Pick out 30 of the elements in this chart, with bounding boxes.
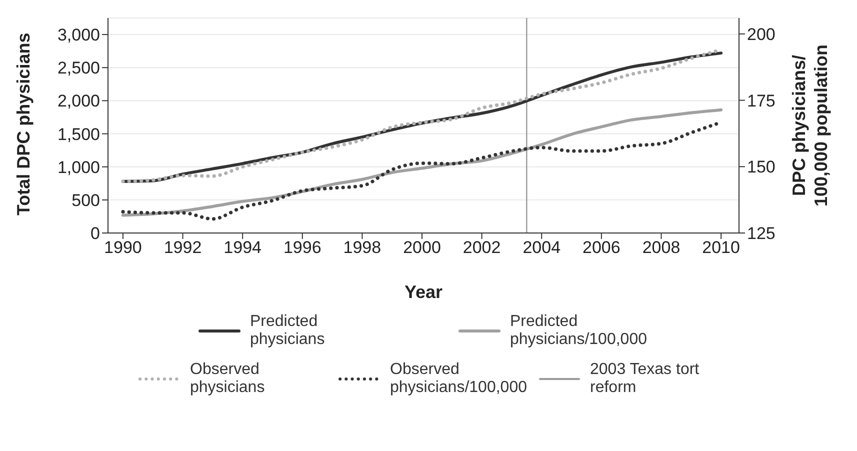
y2-tick-label: 150 xyxy=(747,158,776,177)
x-tick-label: 2004 xyxy=(522,238,561,258)
x-tick-label: 1994 xyxy=(224,238,262,258)
y-tick-label: 2,500 xyxy=(57,58,100,78)
y-tick-label: 1,000 xyxy=(57,158,100,177)
y-tick-label: 2,000 xyxy=(57,92,100,111)
y2-tick-label: 125 xyxy=(747,224,776,244)
x-tick-label: 2006 xyxy=(582,238,620,258)
x-tick-label: 2002 xyxy=(462,238,501,258)
y-tick-label: 500 xyxy=(72,190,100,210)
x-tick-label: 1996 xyxy=(283,238,322,258)
x-tick-label: 2010 xyxy=(702,238,740,258)
y2-tick-label: 175 xyxy=(747,91,776,110)
y-tick-label: 0 xyxy=(90,224,100,244)
x-tick-label: 1992 xyxy=(164,238,202,258)
y2-tick-label: 200 xyxy=(747,24,776,44)
y-tick-label: 1,500 xyxy=(57,124,100,144)
y2-axis-title: DPC physicians/ 100,000 population xyxy=(789,44,831,207)
legend-label: 2003 Texas tort reform xyxy=(590,361,700,397)
legend-label: Predicted physicians/100,000 xyxy=(510,313,648,349)
x-tick-label: 1990 xyxy=(104,238,142,258)
x-tick-label: 1998 xyxy=(343,238,382,258)
x-tick-label: 2008 xyxy=(642,238,680,258)
legend-label: Observed physicians/100,000 xyxy=(390,361,527,397)
x-axis-title: Year xyxy=(404,282,443,302)
legend-label: Predicted physicians xyxy=(250,313,326,349)
y-axis-title: Total DPC physicians xyxy=(13,32,34,216)
x-tick-label: 2000 xyxy=(403,238,441,258)
legend-label: Observed physicians xyxy=(190,361,266,397)
y-tick-label: 3,000 xyxy=(57,26,100,45)
